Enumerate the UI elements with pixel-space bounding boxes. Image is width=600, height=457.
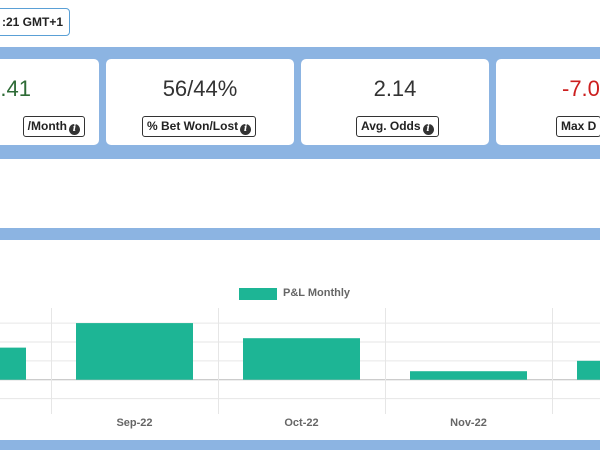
stat-label-pl-month[interactable]: /Month i — [22, 116, 85, 137]
stat-card-max-dd: -7.0 Max D — [496, 59, 600, 145]
section-divider — [0, 228, 600, 240]
info-icon[interactable]: i — [240, 124, 252, 135]
bar-oct-22[interactable] — [243, 338, 360, 380]
stat-label-bet-won-lost[interactable]: % Bet Won/Lost i — [142, 116, 257, 137]
x-tick-label: Nov-22 — [450, 417, 487, 429]
stat-value-pl-month: 2.41 — [0, 76, 31, 101]
x-tick-label: Oct-22 — [284, 417, 318, 429]
x-tick-label: Sep-22 — [116, 417, 152, 429]
stat-value-avg-odds: 2.14 — [373, 76, 417, 101]
info-icon[interactable]: i — [69, 124, 80, 135]
info-icon[interactable]: i — [422, 124, 434, 135]
stat-value-max-dd: -7.0 — [562, 76, 600, 101]
bar-nov-22[interactable] — [410, 371, 527, 380]
bar-sep-22[interactable] — [76, 323, 193, 380]
pl-monthly-chart: P&L Monthly Sep-22 Oct-22 Nov-22 — [0, 240, 600, 440]
stat-value-bet-won-lost: 56/44% — [162, 76, 238, 101]
stat-card-bet-won-lost: 56/44% % Bet Won/Lost i — [106, 59, 294, 145]
last-update-timestamp: :21 GMT+1 — [0, 8, 70, 36]
chart-plot-area: Sep-22 Oct-22 Nov-22 — [0, 308, 600, 429]
stat-card-avg-odds: 2.14 Avg. Odds i — [301, 59, 489, 145]
legend-label[interactable]: P&L Monthly — [283, 287, 351, 299]
section-divider-bottom — [0, 440, 600, 450]
stat-label-avg-odds[interactable]: Avg. Odds i — [356, 116, 439, 137]
legend-swatch[interactable] — [239, 288, 277, 300]
bar-partial[interactable] — [577, 360, 600, 380]
stat-label-max-dd[interactable]: Max D — [556, 116, 600, 137]
bar-partial[interactable] — [0, 347, 26, 380]
